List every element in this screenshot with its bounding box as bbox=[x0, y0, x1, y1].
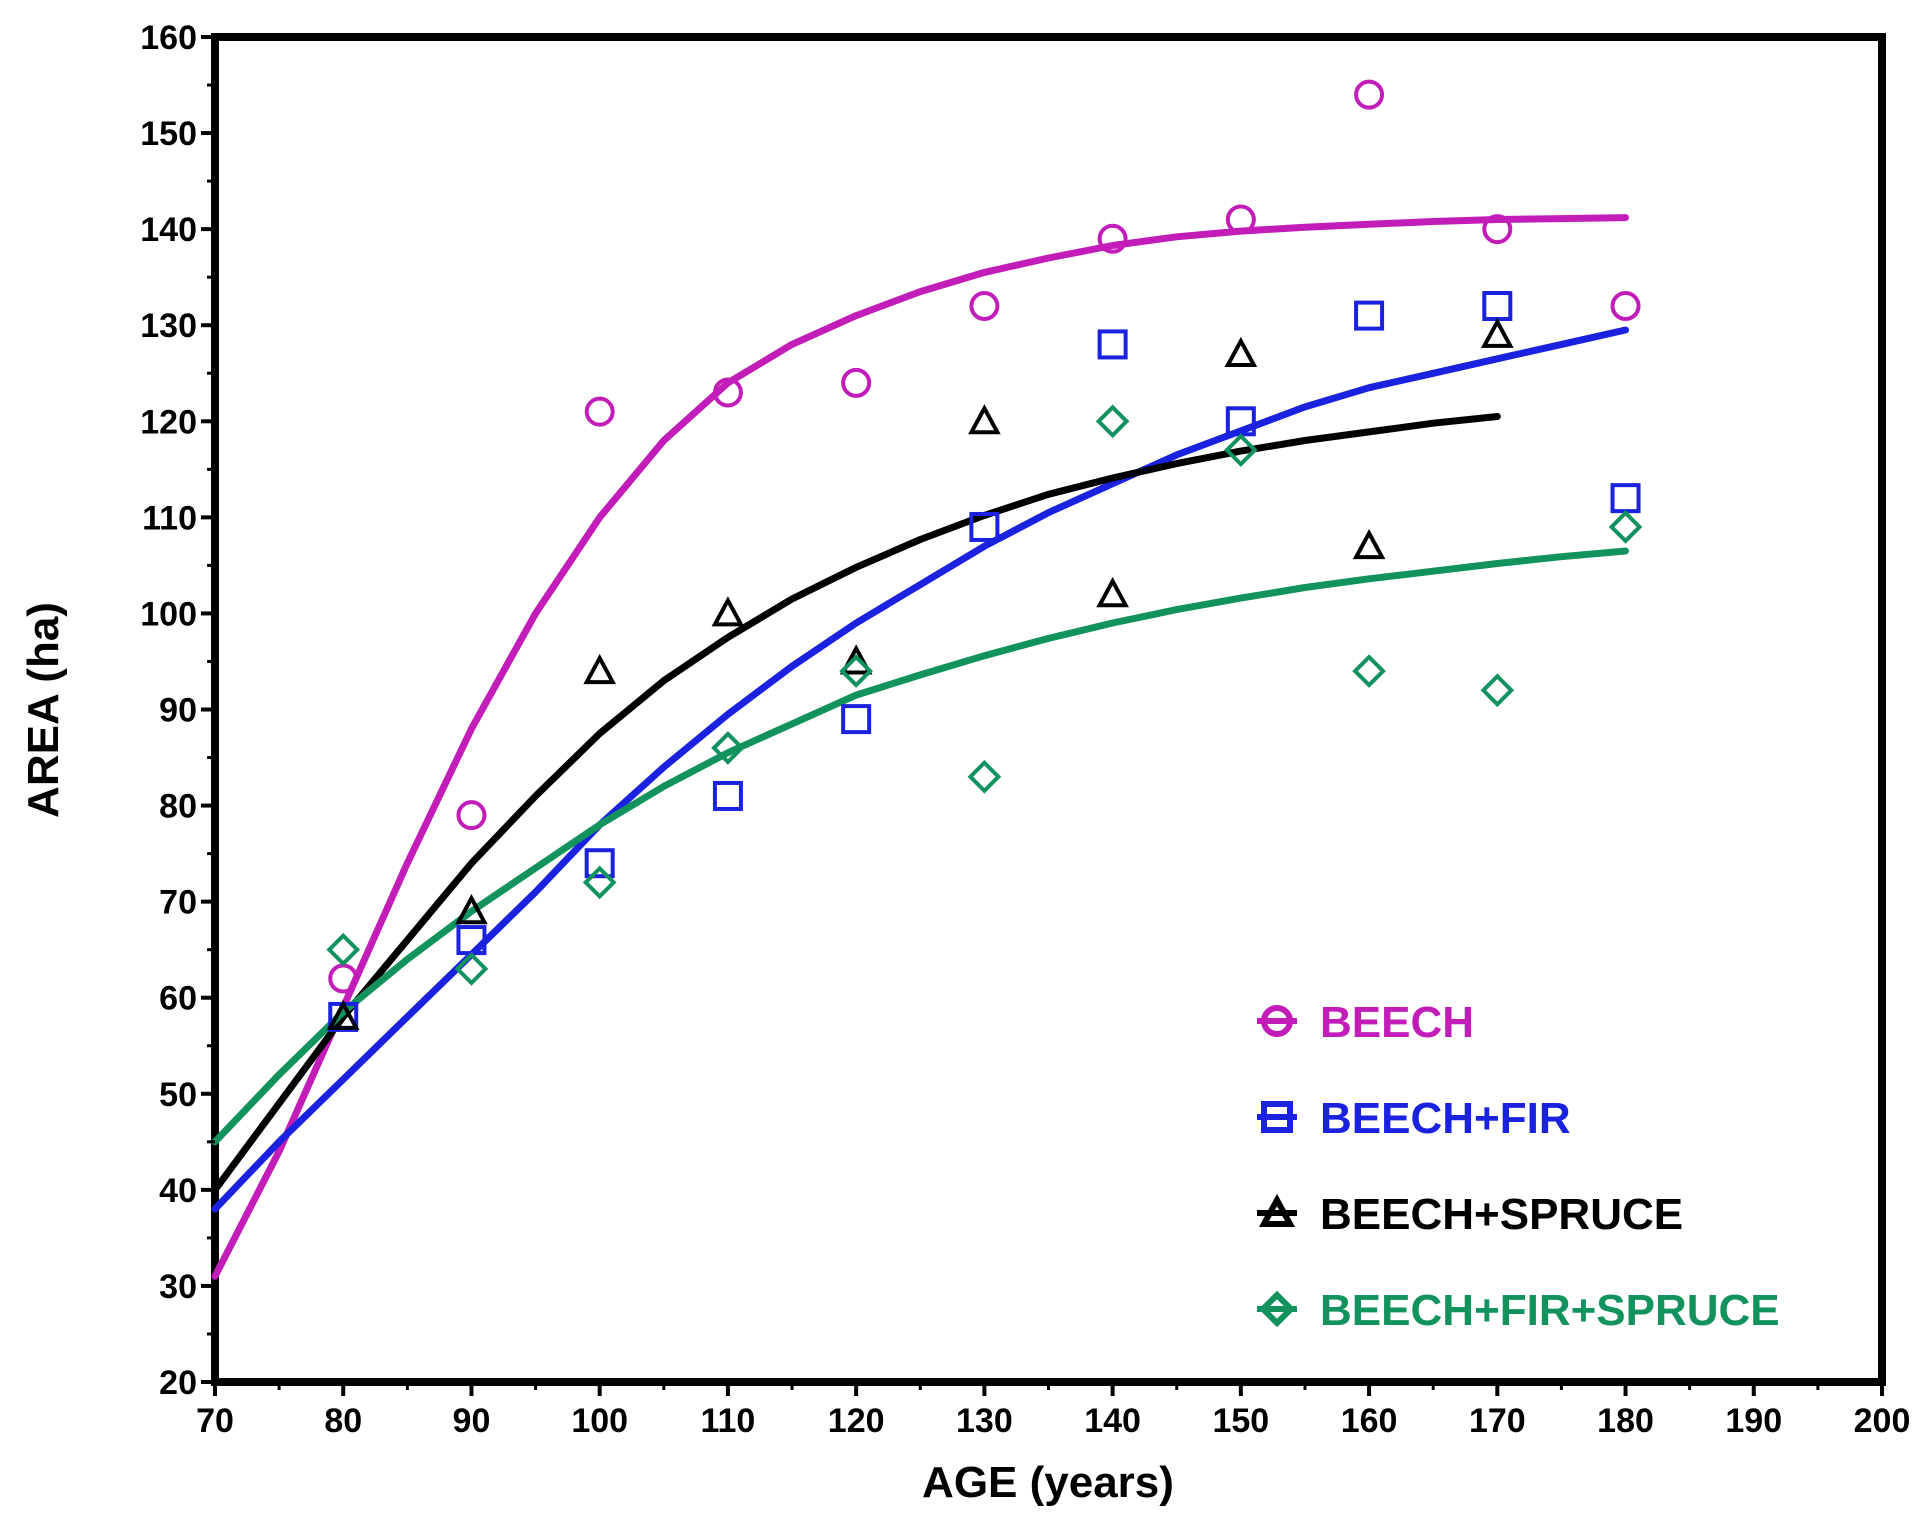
beech-spruce-point bbox=[583, 653, 617, 685]
y-tick-label: 160 bbox=[140, 19, 197, 57]
beech-point bbox=[969, 291, 1000, 321]
beech-fir-point bbox=[1482, 291, 1513, 321]
beech-fir-point bbox=[841, 704, 872, 735]
legend-marker bbox=[1261, 1101, 1293, 1133]
y-tick-label: 60 bbox=[159, 980, 197, 1018]
x-axis-title: AGE (years) bbox=[922, 1458, 1174, 1507]
beech-fir-point bbox=[712, 780, 743, 811]
y-tick-label: 130 bbox=[140, 307, 197, 345]
y-tick-label: 20 bbox=[159, 1364, 197, 1402]
fit-line-beech-fir-spruce bbox=[211, 547, 1629, 1146]
x-tick-label: 130 bbox=[956, 1402, 1013, 1440]
y-tick-label: 150 bbox=[140, 115, 197, 153]
beech-spruce-point bbox=[1224, 336, 1258, 368]
x-tick-label: 100 bbox=[571, 1402, 628, 1440]
y-tick-label: 100 bbox=[140, 595, 197, 633]
beech-fir-spruce-point bbox=[326, 932, 361, 967]
beech-spruce-point bbox=[839, 644, 873, 675]
tick-labels: 70 80 90 100 110 120 130 140 150 160 170 180 190 200 2… bbox=[140, 19, 1910, 1440]
fit-lines bbox=[211, 214, 1629, 1280]
beech-fir-spruce-point bbox=[1224, 433, 1258, 467]
beech-point bbox=[841, 367, 872, 398]
beech-fir-spruce-point bbox=[1608, 510, 1643, 544]
beech-point bbox=[584, 396, 615, 427]
y-tick-label: 50 bbox=[159, 1076, 197, 1114]
legend: BEECH BEECH+FIR BEECH+SPRUCE BEECH+FIR+SPRU… bbox=[1257, 998, 1780, 1335]
legend-label: BEECH bbox=[1320, 998, 1474, 1047]
data-points bbox=[326, 79, 1643, 1032]
legend-marker bbox=[1261, 1005, 1293, 1037]
y-axis-title: AREA (ha) bbox=[19, 602, 68, 818]
y-tick-label: 70 bbox=[159, 884, 197, 922]
y-tick-label: 110 bbox=[142, 499, 197, 537]
beech-fir-point bbox=[969, 511, 1000, 542]
y-tick-label: 30 bbox=[159, 1268, 197, 1306]
beech-fir-spruce-point bbox=[1095, 404, 1130, 439]
beech-fir-point bbox=[584, 848, 615, 879]
y-tick-label: 40 bbox=[159, 1172, 197, 1210]
legend-marker bbox=[1258, 1193, 1296, 1227]
y-tick-label: 90 bbox=[159, 692, 197, 730]
x-tick-label: 160 bbox=[1341, 1402, 1398, 1440]
fit-line-beech bbox=[211, 214, 1629, 1280]
beech-fir-spruce-point bbox=[454, 952, 489, 986]
fit-line-beech-spruce bbox=[211, 413, 1501, 1194]
beech-fir-spruce-point bbox=[582, 865, 617, 900]
beech-point bbox=[1097, 223, 1128, 254]
legend-label: BEECH+SPRUCE bbox=[1320, 1190, 1683, 1239]
beech-spruce-point bbox=[968, 404, 1001, 435]
x-tick-label: 180 bbox=[1597, 1402, 1654, 1440]
x-tick-label: 200 bbox=[1854, 1402, 1911, 1440]
beech-point bbox=[456, 800, 487, 831]
beech-fir-point bbox=[1097, 329, 1128, 360]
legend-label: BEECH+FIR+SPRUCE bbox=[1320, 1286, 1780, 1335]
beech-point bbox=[1482, 214, 1513, 245]
fit-line-beech-fir bbox=[211, 326, 1629, 1213]
beech-point bbox=[1354, 79, 1385, 110]
beech-fir-spruce-point bbox=[967, 759, 1002, 794]
beech-fir-spruce-point bbox=[839, 654, 873, 688]
x-tick-label: 140 bbox=[1084, 1402, 1141, 1440]
legend-marker bbox=[1258, 1290, 1296, 1328]
beech-spruce-point bbox=[1352, 528, 1386, 560]
x-tick-label: 110 bbox=[700, 1402, 755, 1440]
axis-ticks bbox=[201, 35, 1884, 1396]
x-tick-label: 70 bbox=[196, 1402, 234, 1440]
beech-fir-point bbox=[1610, 483, 1641, 514]
x-tick-label: 170 bbox=[1469, 1402, 1526, 1440]
beech-fir-spruce-point bbox=[1352, 654, 1386, 688]
beech-spruce-point bbox=[326, 999, 360, 1030]
plot-frame bbox=[211, 33, 1886, 1386]
x-tick-label: 120 bbox=[828, 1402, 885, 1440]
y-tick-label: 120 bbox=[140, 403, 197, 441]
beech-point bbox=[1610, 291, 1641, 321]
x-tick-label: 150 bbox=[1212, 1402, 1269, 1440]
beech-point bbox=[1225, 204, 1256, 235]
beech-point bbox=[712, 377, 743, 408]
x-tick-label: 80 bbox=[324, 1402, 362, 1440]
y-tick-label: 80 bbox=[159, 788, 197, 826]
beech-spruce-point bbox=[1096, 577, 1129, 608]
x-tick-label: 190 bbox=[1725, 1402, 1782, 1440]
beech-spruce-point bbox=[1480, 317, 1514, 348]
beech-fir-point bbox=[1354, 300, 1385, 331]
beech-spruce-point bbox=[711, 596, 745, 627]
x-tick-label: 90 bbox=[453, 1402, 491, 1440]
legend-label: BEECH+FIR bbox=[1320, 1094, 1571, 1143]
beech-spruce-point bbox=[455, 894, 488, 925]
beech-fir-spruce-point bbox=[711, 731, 745, 765]
beech-fir-spruce-point bbox=[1480, 673, 1515, 708]
y-tick-label: 140 bbox=[140, 211, 197, 249]
